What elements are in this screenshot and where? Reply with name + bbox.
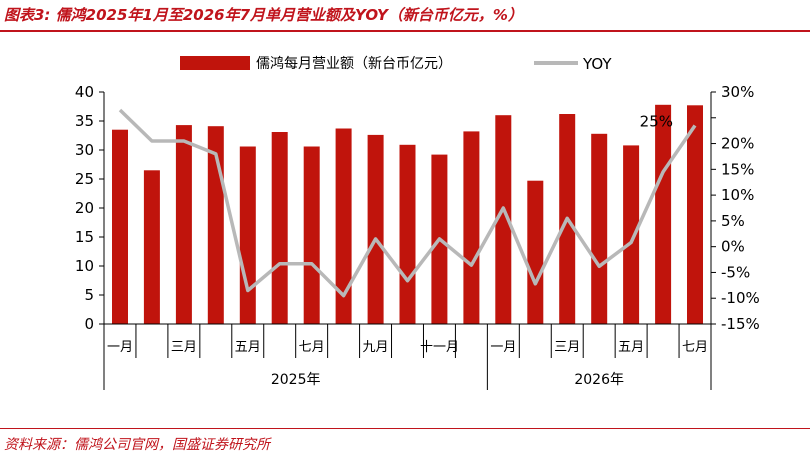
y-left-label-35: 35 xyxy=(75,112,94,130)
bar-16 xyxy=(623,145,640,324)
bar-0 xyxy=(112,129,128,324)
bar-13 xyxy=(527,180,544,324)
x-label-12: 一月 xyxy=(490,340,516,355)
y-left-label-40: 40 xyxy=(75,83,94,101)
y-right-label-7: 20% xyxy=(721,135,754,153)
x-label-2: 三月 xyxy=(171,340,197,355)
legend-bar-swatch xyxy=(180,56,250,70)
legend-bar-label: 儒鸿每月营业额（新台币亿元） xyxy=(256,55,452,72)
y-right-label-0: -15% xyxy=(721,315,760,333)
bar-2 xyxy=(175,125,192,324)
y-left-label-10: 10 xyxy=(75,257,94,275)
x-label-6: 七月 xyxy=(299,340,325,355)
y-right-label-3: 0% xyxy=(721,238,745,256)
figure-title: 图表3: 儒鸿2025年1月至2026年7月单月营业额及YOY（新台币亿元，%） xyxy=(4,6,523,24)
source-note: 资料来源：儒鸿公司官网，国盛证券研究所 xyxy=(4,437,270,453)
x-label-0: 一月 xyxy=(107,340,133,355)
x-label-14: 三月 xyxy=(554,340,580,355)
y-left-label-20: 20 xyxy=(75,199,94,217)
x-label-8: 九月 xyxy=(363,340,389,355)
y-left-label-5: 5 xyxy=(84,286,94,304)
bar-4 xyxy=(239,146,256,324)
bar-12 xyxy=(495,115,512,324)
bar-9 xyxy=(399,144,416,324)
x-label-10: 十一月 xyxy=(420,340,459,355)
y-right-label-9: 30% xyxy=(721,83,754,101)
title-rule xyxy=(0,30,810,32)
y-right-label-2: -5% xyxy=(721,263,750,281)
y-right-label-6: 15% xyxy=(721,160,754,178)
bar-7 xyxy=(335,128,352,324)
yoy-line xyxy=(118,108,697,298)
x-label-18: 七月 xyxy=(682,340,708,355)
bar-11 xyxy=(463,131,480,324)
y-right-label-5: 10% xyxy=(721,186,754,204)
y-left-label-25: 25 xyxy=(75,170,94,188)
bar-6 xyxy=(303,146,320,324)
y-left-label-0: 0 xyxy=(84,315,94,333)
bar-18 xyxy=(687,105,703,324)
footer-rule xyxy=(0,428,810,429)
y-left-label-30: 30 xyxy=(75,141,94,159)
year-label-1: 2026年 xyxy=(574,372,624,388)
bar-5 xyxy=(271,132,288,324)
bar-1 xyxy=(143,170,160,324)
bar-17 xyxy=(655,104,672,324)
legend-line-label: YOY xyxy=(582,55,612,73)
year-label-0: 2025年 xyxy=(271,372,321,388)
y-right-label-4: 5% xyxy=(721,212,745,230)
bar-15 xyxy=(591,133,608,324)
x-label-4: 五月 xyxy=(235,340,261,355)
x-label-16: 五月 xyxy=(618,340,644,355)
y-left-label-15: 15 xyxy=(75,228,94,246)
y-right-label-1: -10% xyxy=(721,289,760,307)
bar-8 xyxy=(367,134,384,324)
annotation-0: 25% xyxy=(640,113,673,131)
